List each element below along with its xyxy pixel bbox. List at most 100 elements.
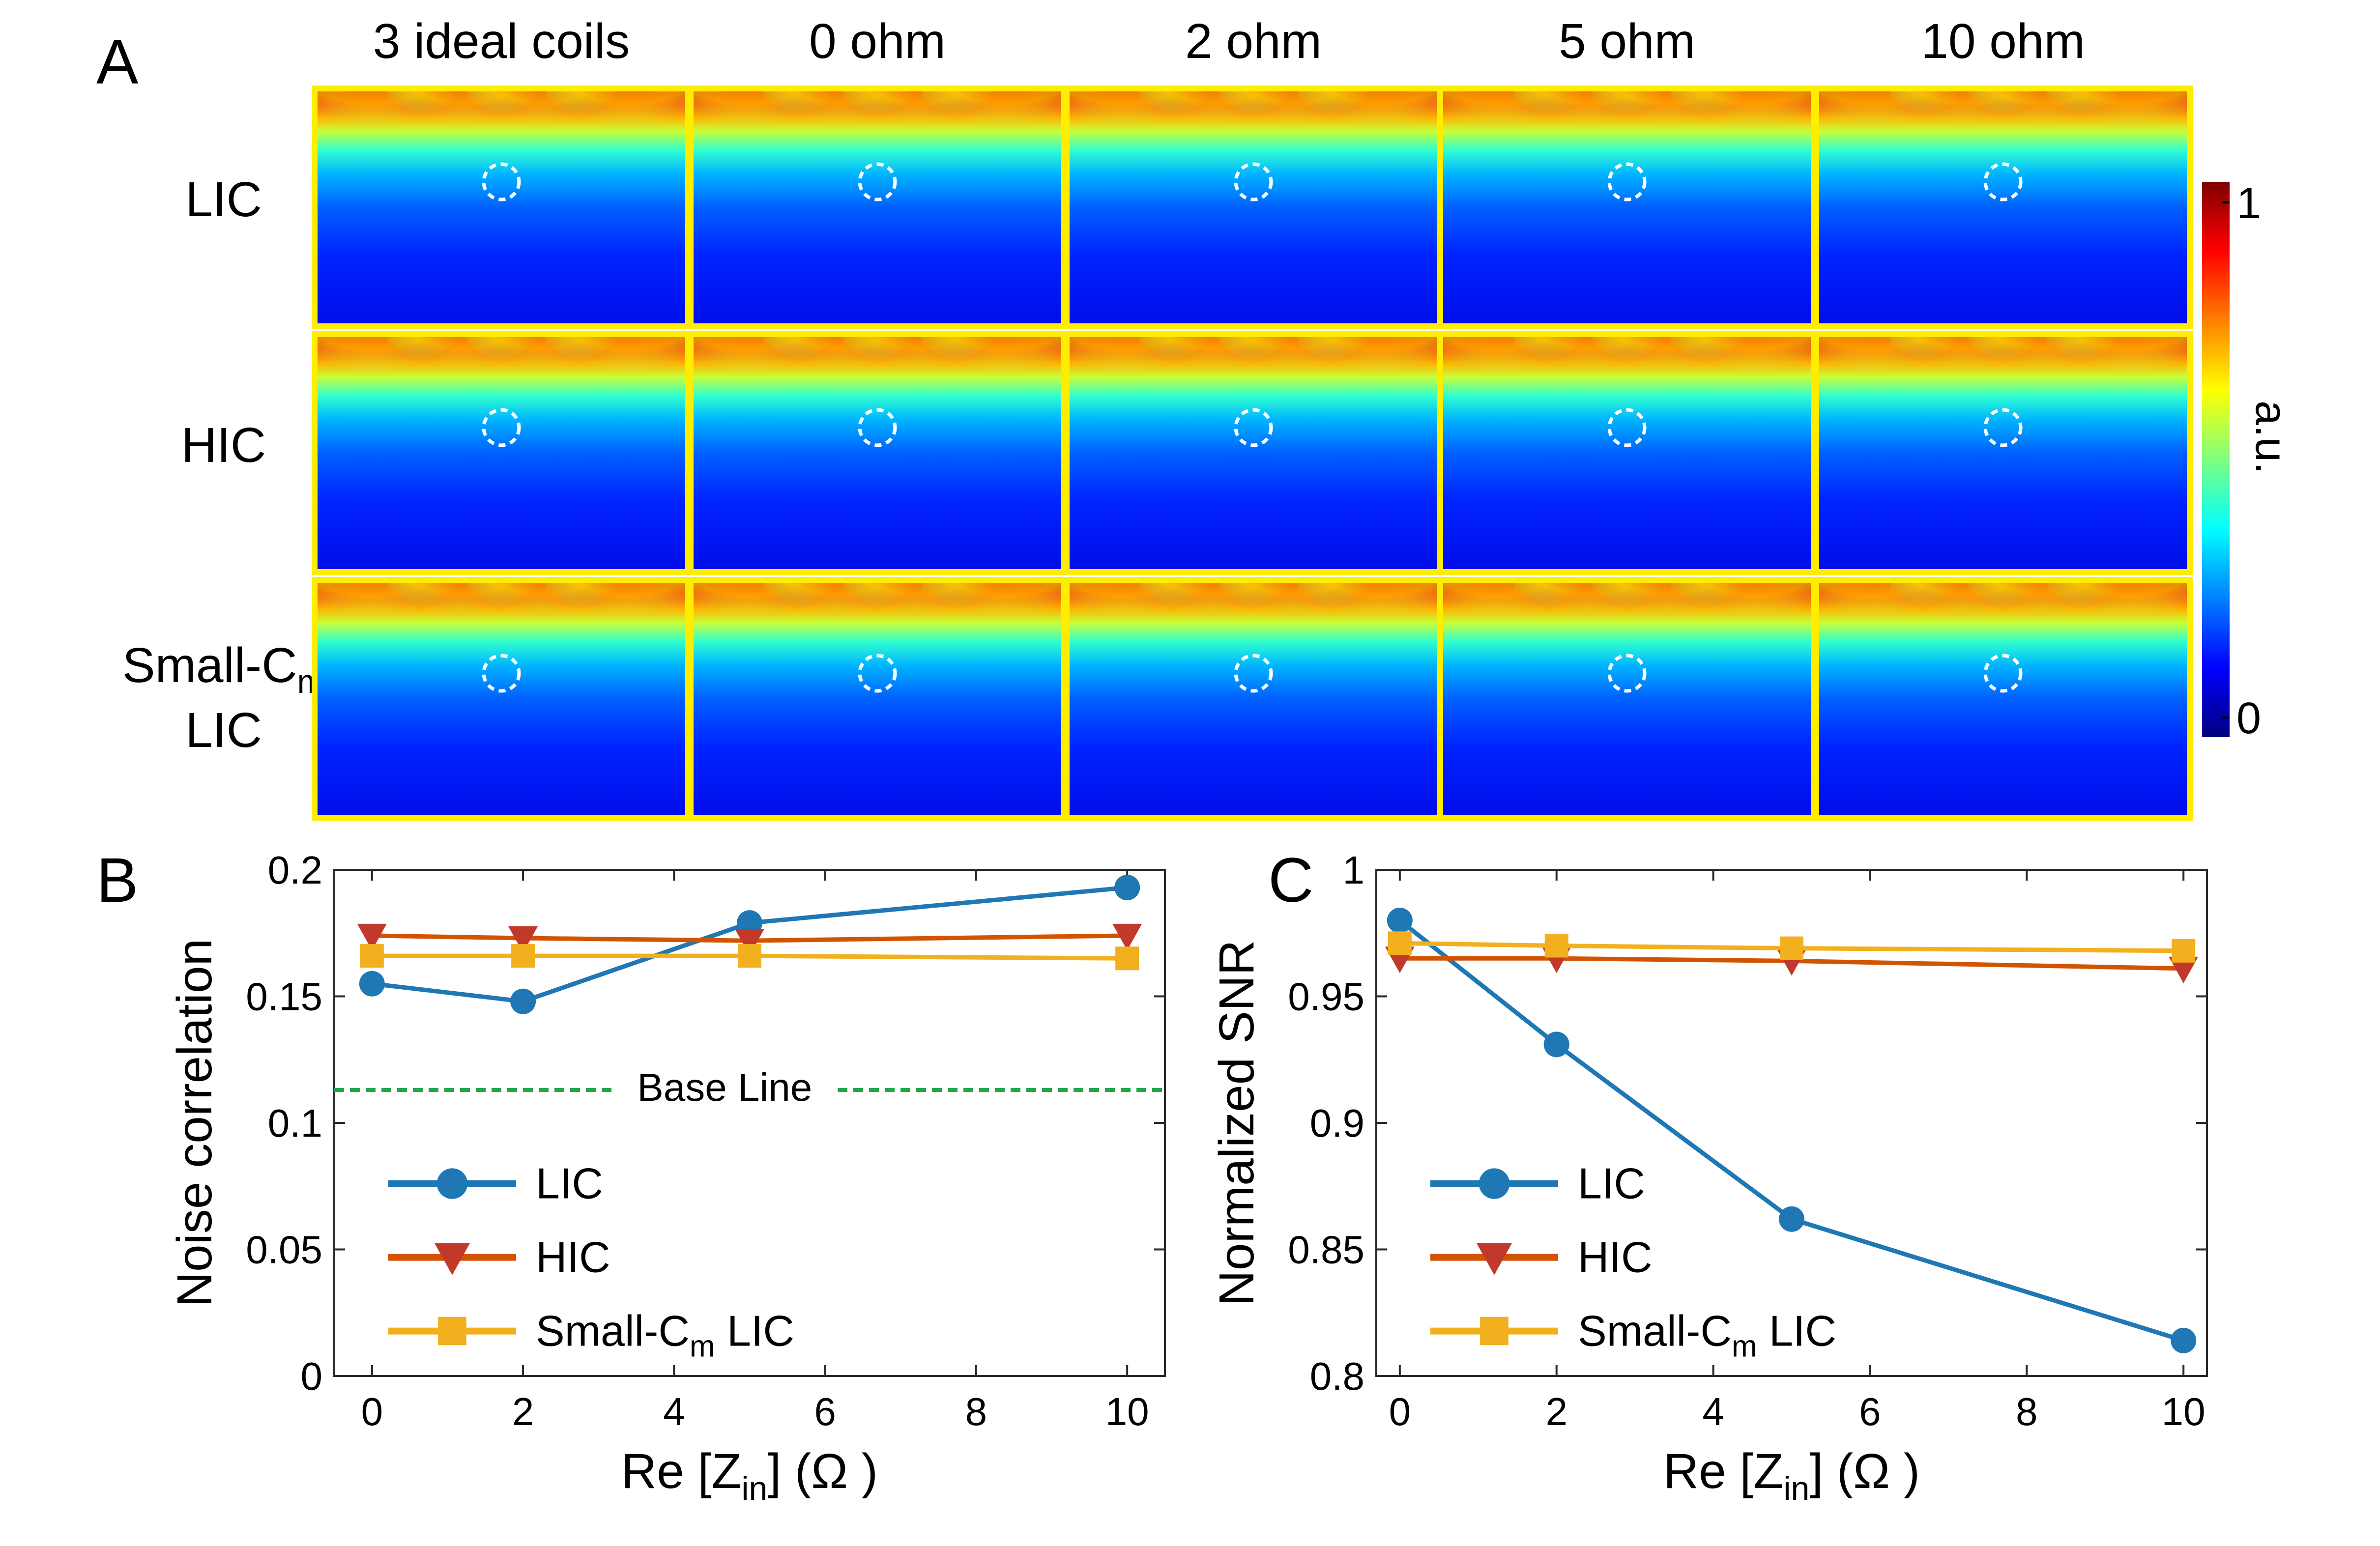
field-map — [312, 86, 691, 329]
baseline-label: Base Line — [637, 1065, 812, 1109]
field-hotspot — [546, 334, 688, 403]
legend-label-3: Small-Cm LIC — [1578, 1307, 1836, 1364]
colorbar-min-label: 0 — [2236, 694, 2261, 743]
field-map — [1064, 577, 1443, 821]
field-map-image — [1816, 580, 2190, 818]
field-map-image — [691, 334, 1064, 572]
field-map-image — [1067, 580, 1440, 818]
field-hotspot — [546, 88, 688, 157]
x-axis-title-prefix: Re [Z — [1663, 1444, 1783, 1499]
y-tick-label: 0.15 — [246, 975, 322, 1019]
map-border — [1813, 86, 2193, 329]
field-map-image — [315, 334, 688, 572]
data-point-2 — [2169, 956, 2199, 983]
field-map-grid — [312, 86, 2193, 821]
field-hotspot — [922, 580, 1064, 649]
field-map — [1064, 86, 1443, 329]
x-axis-title-suffix: ] (Ω ) — [1809, 1444, 1920, 1499]
legend-swatch-marker — [1480, 1317, 1509, 1346]
data-point-2 — [357, 923, 387, 950]
legend-label-main: HIC — [1578, 1233, 1653, 1282]
x-axis-title-subscript: in — [1783, 1470, 1809, 1507]
legend-label-main: LIC — [1578, 1159, 1645, 1208]
column-title-1: 3 ideal coils — [373, 14, 630, 69]
map-border — [1813, 577, 2193, 821]
target-region-marker — [1983, 162, 2023, 201]
row-title-line2: LIC — [185, 703, 262, 758]
field-hotspot — [1671, 334, 1814, 403]
column-title-4: 5 ohm — [1559, 14, 1695, 69]
x-tick-label: 4 — [1702, 1390, 1724, 1433]
y-tick-label: 0.95 — [1288, 975, 1364, 1019]
series-line-1 — [1398, 918, 2184, 1343]
x-tick-label: 2 — [1545, 1390, 1567, 1433]
legend-label-suffix: LIC — [1757, 1307, 1836, 1355]
target-region-marker — [1234, 408, 1273, 447]
legend-swatch-marker — [436, 1168, 468, 1199]
legend-label-main: Small-C — [1578, 1307, 1732, 1355]
field-map-image — [691, 88, 1064, 326]
field-hotspot — [922, 334, 1064, 403]
x-tick-label: 2 — [512, 1390, 534, 1433]
field-map-image — [691, 580, 1064, 818]
row-title-2: HIC — [181, 418, 266, 473]
field-map — [1437, 86, 1817, 329]
x-axis-title: Re [Zin] (Ω ) — [1663, 1444, 1920, 1507]
field-hotspot — [2047, 88, 2190, 157]
field-map — [312, 331, 691, 575]
x-axis-title-prefix: Re [Z — [621, 1444, 741, 1499]
colorbar-max-label: 1 — [2236, 179, 2261, 228]
target-region-marker — [1607, 162, 1647, 201]
x-axis-title-suffix: ] (Ω ) — [767, 1444, 878, 1499]
panel-c-letter: C — [1268, 845, 1313, 916]
series-line-2 — [372, 933, 1128, 943]
target-region-marker — [482, 654, 521, 693]
field-map — [1064, 331, 1443, 575]
x-axis-title: Re [Zin] (Ω ) — [621, 1444, 878, 1507]
column-title-2: 0 ohm — [809, 14, 946, 69]
target-region-marker — [858, 408, 897, 447]
field-hotspot — [922, 88, 1064, 157]
y-tick-label: 1 — [1343, 848, 1365, 892]
y-tick-label: 0.2 — [268, 848, 322, 892]
x-tick-label: 6 — [1859, 1390, 1881, 1433]
field-map-image — [1440, 580, 1814, 818]
colorbar-scale — [2202, 182, 2230, 737]
row-title-main: Small-C — [122, 638, 297, 693]
row-title-3: Small-Cm — [122, 638, 325, 700]
target-region-marker — [1234, 162, 1273, 201]
column-title-5: 10 ohm — [1921, 14, 2085, 69]
y-tick-label: 0.85 — [1288, 1228, 1364, 1272]
field-map-image — [1816, 88, 2190, 326]
field-map — [688, 331, 1067, 575]
y-tick-label: 0 — [301, 1354, 323, 1398]
field-hotspot — [1671, 88, 1814, 157]
data-point-1 — [2171, 1327, 2197, 1353]
x-tick-label: 0 — [1389, 1390, 1411, 1433]
y-axis-title: Normalized SNR — [1209, 940, 1264, 1306]
chart-c-normalized-snr: 0 2 4 6 8 10 0.8 0.85 0.9 0.95 1 Re [Zin] (Ω ) Norma… — [1209, 848, 2208, 1507]
series-line-2 — [1399, 956, 2184, 971]
series-line-1 — [372, 885, 1128, 1004]
target-region-marker — [482, 162, 521, 201]
y-tick-label: 0.8 — [1310, 1354, 1364, 1398]
data-point-2 — [1112, 923, 1142, 950]
field-hotspot — [2047, 334, 2190, 403]
target-region-marker — [482, 408, 521, 447]
field-hotspot — [2047, 580, 2190, 649]
target-region-marker — [1234, 654, 1273, 693]
field-hotspot — [1298, 334, 1440, 403]
target-region-marker — [858, 162, 897, 201]
legend-label-1: LIC — [1578, 1159, 1645, 1208]
field-map — [1813, 86, 2193, 329]
field-hotspot — [1671, 580, 1814, 649]
legend-swatch-marker — [438, 1317, 466, 1346]
data-point-3 — [1780, 936, 1803, 960]
chart-b-noise-correlation: 0 2 4 6 8 10 0 0.05 0.1 0.15 0.2 Re [Zin] (Ω ) Noise… — [167, 848, 1166, 1507]
x-tick-label: 0 — [361, 1390, 383, 1433]
data-point-3 — [738, 944, 761, 968]
legend-label-2: HIC — [1578, 1233, 1653, 1282]
field-map-image — [1816, 334, 2190, 572]
y-tick-label: 0.9 — [1310, 1101, 1364, 1145]
data-point-3 — [511, 944, 535, 968]
